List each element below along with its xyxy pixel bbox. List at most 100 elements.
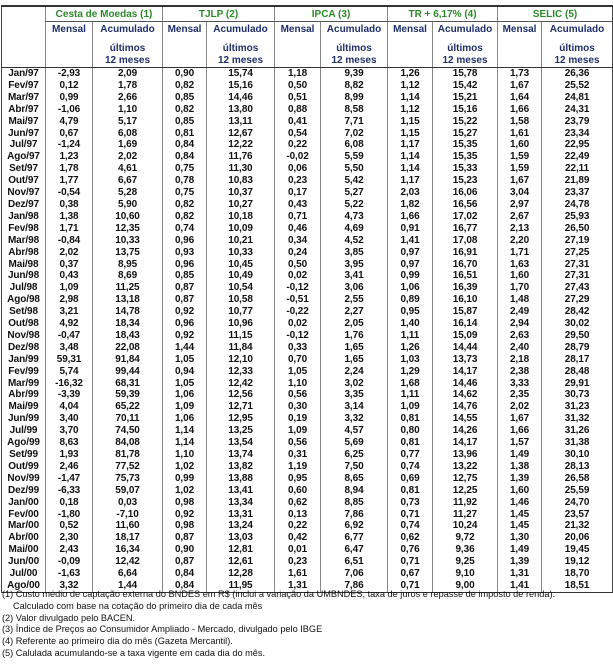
cell-selic-mensal: 1,59 xyxy=(497,163,542,176)
cell-tr-mensal: 1,11 xyxy=(387,329,433,342)
cell-selic-acumulado: 18,70 xyxy=(541,568,613,580)
cell-selic-acumulado: 31,23 xyxy=(541,401,613,414)
cell-tjlp-acumulado: 12,33 xyxy=(206,365,275,378)
cell-tr-mensal: 0,99 xyxy=(387,270,433,283)
cell-tr-mensal: 1,40 xyxy=(387,318,433,330)
table-row: Ago/97 1,23 2,02 0,84 11,76 -0,02 5,59 1,14 15,3… xyxy=(1,151,613,164)
table-row: Fev/00 -1,80 -7,10 0,92 13,31 0,13 7,86 0,71 11,… xyxy=(1,508,613,521)
table-row: Out/98 4,92 18,34 0,96 10,96 0,02 2,05 1,40 16,1… xyxy=(1,318,613,330)
cell-selic-acumulado: 22,49 xyxy=(541,151,613,164)
cell-ipca-acumulado: 7,71 xyxy=(320,115,388,128)
acumulado-label: Acumulado xyxy=(549,24,605,35)
cell-tr-acumulado: 15,35 xyxy=(432,151,498,164)
cell-selic-acumulado: 27,25 xyxy=(541,246,613,259)
cell-selic-acumulado: 23,57 xyxy=(541,508,613,521)
cell-selic-mensal: 1,59 xyxy=(497,151,542,164)
cell-ipca-acumulado: 6,51 xyxy=(320,556,388,569)
cell-tjlp-acumulado: 10,45 xyxy=(206,258,275,271)
cell-selic-mensal: 1,39 xyxy=(497,556,542,569)
cell-tjlp-acumulado: 10,27 xyxy=(206,198,275,211)
cell-cesta-acumulado: 99,44 xyxy=(91,365,163,378)
cell-month: Nov/99 xyxy=(1,472,46,485)
cell-selic-acumulado: 28,42 xyxy=(541,306,613,319)
sub-header-cesta-acumulado: Acumulado últimos 12 meses xyxy=(91,21,163,68)
cell-tr-mensal: 0,71 xyxy=(387,579,433,593)
cell-selic-mensal: 1,63 xyxy=(497,258,542,271)
cell-selic-acumulado: 21,89 xyxy=(541,175,613,188)
cell-month: Mar/99 xyxy=(1,377,46,390)
cell-tjlp-mensal: 1,06 xyxy=(162,413,207,426)
cell-tjlp-mensal: 0,84 xyxy=(162,151,207,164)
cell-selic-acumulado: 26,58 xyxy=(541,472,613,485)
cell-selic-acumulado: 28,17 xyxy=(541,353,613,366)
table-row: Fev/98 1,71 12,35 0,74 10,09 0,46 4,69 0,91 16,7… xyxy=(1,222,613,235)
cell-tr-mensal: 0,81 xyxy=(387,413,433,426)
table-row: Jul/99 3,70 74,50 1,14 13,25 1,09 4,57 0,80 14,2… xyxy=(1,425,613,438)
cell-month: Mai/00 xyxy=(1,544,46,557)
cell-tjlp-mensal: 0,96 xyxy=(162,318,207,330)
cell-selic-mensal: 1,60 xyxy=(497,139,542,152)
cell-ipca-acumulado: 7,50 xyxy=(320,460,388,473)
cell-tjlp-acumulado: 10,77 xyxy=(206,306,275,319)
cell-selic-acumulado: 28,13 xyxy=(541,460,613,473)
cell-tr-acumulado: 11,92 xyxy=(432,496,498,509)
cell-month: Ago/00 xyxy=(1,579,46,593)
cell-selic-acumulado: 29,91 xyxy=(541,377,613,390)
ultimos-12-meses-label: últimos 12 meses xyxy=(442,43,488,66)
cell-ipca-mensal: 0,54 xyxy=(274,127,321,140)
cell-tjlp-acumulado: 10,83 xyxy=(206,175,275,188)
cell-cesta-mensal: 1,93 xyxy=(45,449,93,461)
cell-tjlp-acumulado: 13,80 xyxy=(206,103,275,116)
ultimos-12-meses-label: últimos 12 meses xyxy=(554,43,600,66)
table-row: Ago/00 3,32 1,44 0,84 11,95 1,31 7,86 0,71 9,00 1… xyxy=(1,579,613,593)
cell-selic-mensal: 1,60 xyxy=(497,270,542,283)
cell-ipca-acumulado: 5,59 xyxy=(320,151,388,164)
cell-selic-acumulado: 30,02 xyxy=(541,318,613,330)
cell-tr-mensal: 0,74 xyxy=(387,460,433,473)
cell-selic-mensal: 2,67 xyxy=(497,210,542,223)
cell-tjlp-acumulado: 12,10 xyxy=(206,353,275,366)
cell-tr-mensal: 0,91 xyxy=(387,222,433,235)
cell-tjlp-acumulado: 13,82 xyxy=(206,460,275,473)
table-row: Out/99 2,46 77,52 1,02 13,82 1,19 7,50 0,74 13,2… xyxy=(1,460,613,473)
cell-ipca-acumulado: 3,06 xyxy=(320,282,388,295)
cell-tjlp-mensal: 1,09 xyxy=(162,401,207,414)
cell-selic-acumulado: 26,50 xyxy=(541,222,613,235)
cell-tjlp-mensal: 0,84 xyxy=(162,139,207,152)
cell-tjlp-mensal: 0,85 xyxy=(162,115,207,128)
cell-cesta-mensal: -1,47 xyxy=(45,472,93,485)
cell-selic-acumulado: 28,79 xyxy=(541,341,613,354)
cell-tr-acumulado: 16,06 xyxy=(432,187,498,199)
rates-table: Cesta de Moedas (1) TJLP (2) IPCA (3) TR… xyxy=(1,5,613,593)
cell-month: Jul/99 xyxy=(1,425,46,438)
table-row: Jun/00 -0,09 12,42 0,87 12,61 0,23 6,51 0,71 9,2… xyxy=(1,556,613,569)
cell-cesta-mensal: 3,21 xyxy=(45,306,93,319)
cell-cesta-mensal: 3,70 xyxy=(45,425,93,438)
cell-tr-acumulado: 16,51 xyxy=(432,270,498,283)
cell-cesta-mensal: 2,43 xyxy=(45,544,93,557)
cell-tjlp-acumulado: 13,03 xyxy=(206,532,275,545)
cell-tjlp-acumulado: 10,18 xyxy=(206,210,275,223)
cell-month: Dez/99 xyxy=(1,484,46,497)
table-row: Mai/00 2,43 16,34 0,90 12,81 0,01 6,47 0,76 9,36… xyxy=(1,544,613,557)
cell-ipca-acumulado: 7,86 xyxy=(320,508,388,521)
table-row: Jan/99 59,31 91,84 1,05 12,10 0,70 1,65 1,03 13,… xyxy=(1,353,613,366)
cell-selic-acumulado: 23,79 xyxy=(541,115,613,128)
cell-ipca-acumulado: 3,41 xyxy=(320,270,388,283)
table-row: Jan/00 0,18 0,03 0,98 13,34 0,62 8,85 0,73 11,92… xyxy=(1,496,613,509)
cell-tjlp-mensal: 1,06 xyxy=(162,389,207,402)
cell-tr-acumulado: 16,14 xyxy=(432,318,498,330)
cell-tjlp-mensal: 0,92 xyxy=(162,508,207,521)
cell-cesta-mensal: 4,04 xyxy=(45,401,93,414)
cell-tr-acumulado: 16,39 xyxy=(432,282,498,295)
cell-tr-mensal: 1,26 xyxy=(387,67,433,80)
cell-tjlp-acumulado: 12,71 xyxy=(206,401,275,414)
cell-tr-mensal: 0,76 xyxy=(387,544,433,557)
table-row: Mai/98 0,37 8,95 0,96 10,45 0,50 3,95 0,97 16,70… xyxy=(1,258,613,271)
cell-tjlp-mensal: 0,84 xyxy=(162,579,207,593)
cell-ipca-mensal: 1,61 xyxy=(274,568,321,580)
cell-tr-mensal: 0,97 xyxy=(387,258,433,271)
cell-cesta-mensal: 2,98 xyxy=(45,294,93,307)
cell-tr-mensal: 0,73 xyxy=(387,496,433,509)
cell-tjlp-mensal: 0,82 xyxy=(162,210,207,223)
